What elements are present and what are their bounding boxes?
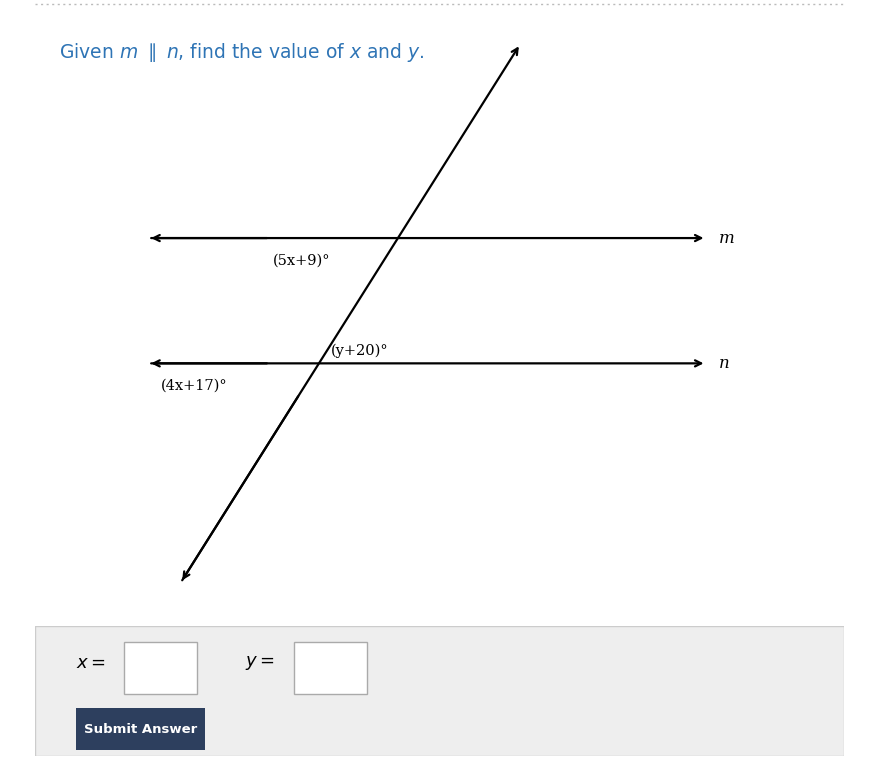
Text: n: n [717, 354, 729, 372]
Text: (y+20)°: (y+20)° [331, 344, 388, 358]
Text: m: m [717, 229, 733, 247]
FancyBboxPatch shape [35, 626, 843, 756]
FancyBboxPatch shape [293, 642, 366, 694]
Text: (5x+9)°: (5x+9)° [272, 254, 330, 267]
FancyBboxPatch shape [76, 708, 205, 750]
Text: Given $m$ $\parallel$ $n$, find the value of $x$ and $y$.: Given $m$ $\parallel$ $n$, find the valu… [60, 40, 425, 63]
Text: (4x+17)°: (4x+17)° [161, 379, 227, 393]
FancyBboxPatch shape [124, 642, 197, 694]
Text: $y =$: $y =$ [245, 654, 275, 672]
Text: $x =$: $x =$ [76, 654, 105, 672]
Text: Submit Answer: Submit Answer [83, 723, 197, 736]
